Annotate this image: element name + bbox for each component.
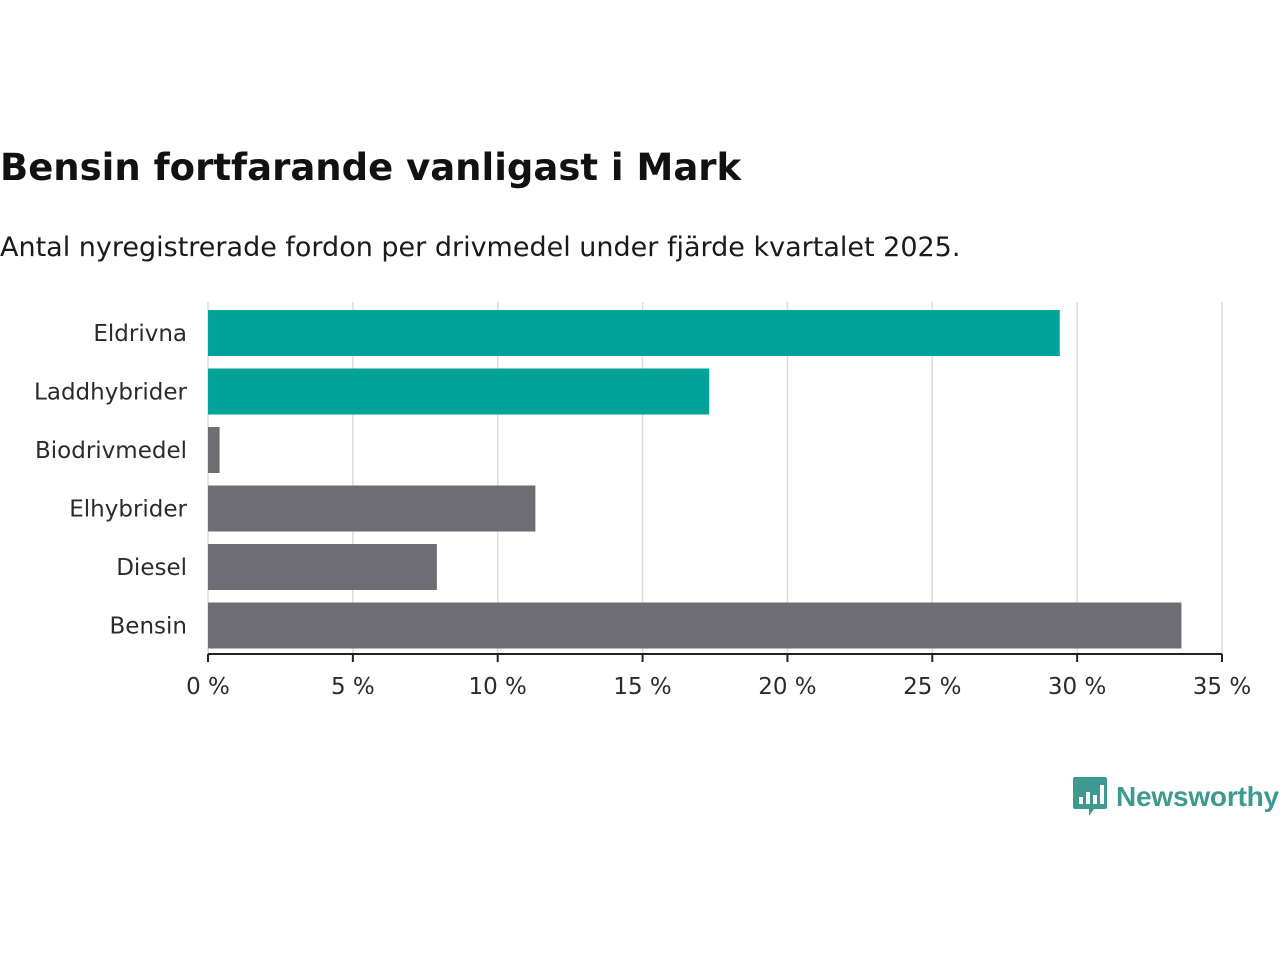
grid-lines <box>207 302 1223 654</box>
category-label: Elhybrider <box>69 497 187 523</box>
bars <box>208 310 1182 649</box>
x-tick-label: 25 % <box>903 674 961 700</box>
x-tick-label: 35 % <box>1193 674 1251 700</box>
bar-diesel <box>208 544 437 590</box>
category-label: Biodrivmedel <box>35 438 187 464</box>
category-label: Bensin <box>110 614 187 640</box>
x-tick-label: 20 % <box>758 674 816 700</box>
chart-subtitle: Antal nyregistrerade fordon per drivmede… <box>0 232 961 263</box>
category-label: Laddhybrider <box>34 380 187 406</box>
bar-eldrivna <box>208 310 1060 356</box>
bar-elhybrider <box>208 485 536 532</box>
x-tick-label: 10 % <box>468 674 526 700</box>
newsworthy-logo-icon <box>1073 777 1107 816</box>
x-tick-label: 30 % <box>1048 674 1106 700</box>
bar-laddhybrider <box>208 368 710 415</box>
category-label: Eldrivna <box>93 321 187 347</box>
x-tick-label: 15 % <box>613 674 671 700</box>
newsworthy-logo: Newsworthy <box>1072 776 1279 818</box>
category-labels: Eldrivna Laddhybrider Biodrivmedel Elhybrid… <box>34 321 187 640</box>
x-tick-label: 0 % <box>186 674 230 700</box>
x-tick-label: 5 % <box>331 674 375 700</box>
bar-bensin <box>208 602 1182 649</box>
x-axis: 0 % 5 % 10 % 15 % 20 % 25 % 30 % 35 % <box>186 653 1251 700</box>
category-label: Diesel <box>116 555 187 581</box>
chart-title: Bensin fortfarande vanligast i Mark <box>0 146 742 189</box>
newsworthy-logo-text: Newsworthy <box>1116 781 1279 812</box>
bar-biodrivmedel <box>208 427 220 473</box>
